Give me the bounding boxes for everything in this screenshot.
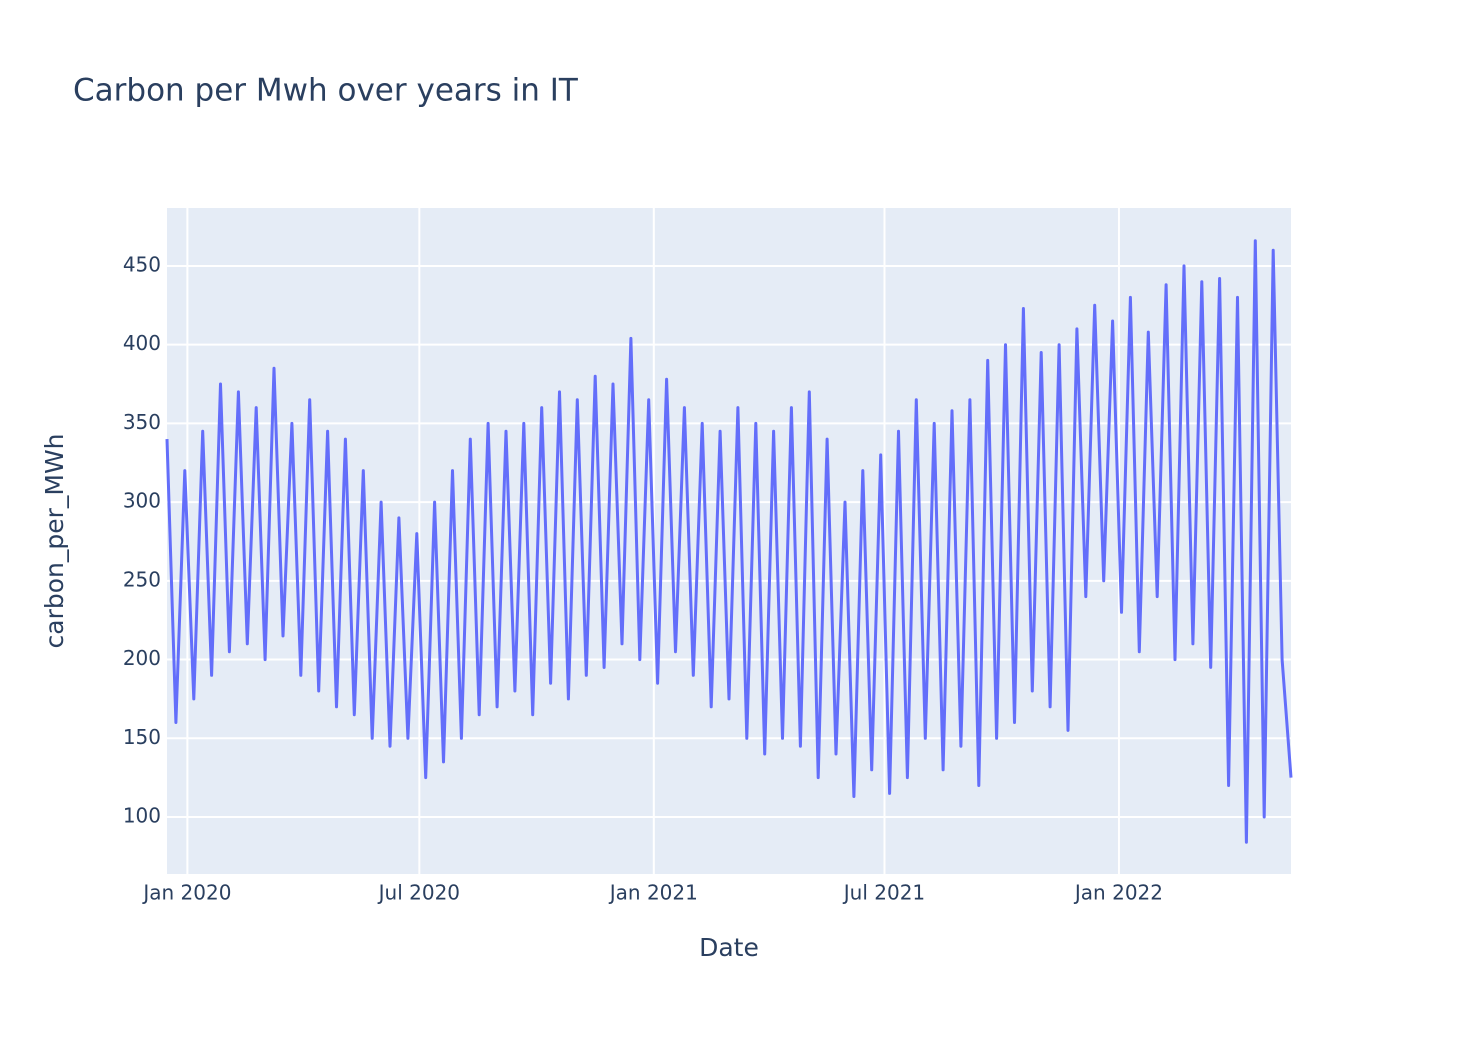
y-axis-title: carbon_per_MWh: [40, 433, 69, 648]
chart-title: Carbon per Mwh over years in IT: [73, 73, 579, 109]
y-tick-label: 350: [123, 410, 161, 434]
data-line: [165, 239, 1293, 844]
x-tick-label: Jan 2021: [608, 881, 698, 905]
x-axis-title: Date: [699, 933, 759, 962]
y-tick-label: 300: [123, 489, 161, 513]
y-tick-label: 450: [123, 252, 161, 276]
x-tick-label: Jan 2020: [141, 881, 231, 905]
y-tick-label: 150: [123, 725, 161, 749]
y-tick-label: 100: [123, 804, 161, 828]
y-tick-label: 200: [123, 646, 161, 670]
y-tick-label: 400: [123, 331, 161, 355]
x-tick-label: Jan 2022: [1073, 881, 1163, 905]
x-tick-label: Jul 2020: [377, 881, 460, 905]
y-tick-label: 250: [123, 567, 161, 591]
x-tick-label: Jul 2021: [842, 881, 925, 905]
